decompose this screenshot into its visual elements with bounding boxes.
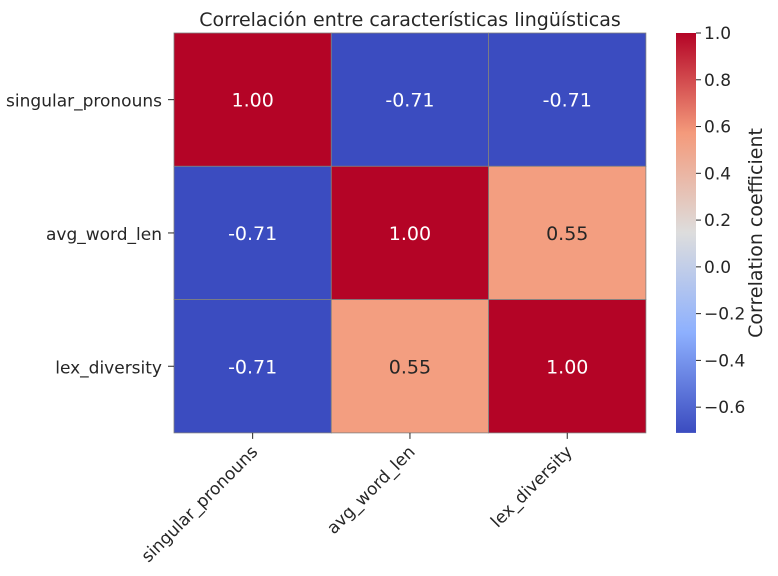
colorbar-tick-label: −0.2 bbox=[704, 305, 745, 325]
cell-value-label: 0.55 bbox=[546, 223, 588, 245]
colorbar-tick-label: 1.0 bbox=[704, 24, 731, 44]
heatmap-cell bbox=[488, 32, 647, 167]
cell-value-label: -0.71 bbox=[228, 356, 277, 378]
heatmap-cell bbox=[173, 32, 332, 167]
colorbar-tick-label: 0.2 bbox=[704, 211, 731, 231]
column-tick-label: singular_pronouns bbox=[138, 442, 263, 567]
column-tick-label: avg_word_len bbox=[323, 442, 419, 538]
cell-value-label: -0.71 bbox=[228, 223, 277, 245]
colorbar: 1.0 0.8 0.6 0.4 0.2 0.0 −0.2 −0.4 −0.6 Correlati… bbox=[676, 24, 767, 433]
colorbar-gradient bbox=[676, 33, 696, 433]
column-labels: singular_pronouns avg_word_len lex_diversi… bbox=[138, 432, 577, 567]
row-tick-label: singular_pronouns bbox=[6, 92, 162, 112]
heatmap-cell bbox=[488, 165, 647, 301]
heatmap-cells: 1.00 -0.71 -0.71 -0.71 1.00 0.55 -0.71 0.55 1.00 bbox=[173, 32, 647, 434]
cell-value-label: 0.55 bbox=[389, 356, 431, 378]
row-tick-label: lex_diversity bbox=[55, 358, 162, 378]
row-labels: singular_pronouns avg_word_len lex_diversi… bbox=[6, 92, 174, 378]
colorbar-tick-label: 0.8 bbox=[704, 71, 731, 91]
heatmap-cell bbox=[173, 165, 332, 301]
cell-value-label: -0.71 bbox=[385, 90, 434, 112]
colorbar-tick-label: −0.6 bbox=[704, 398, 745, 418]
cell-value-label: -0.71 bbox=[543, 90, 592, 112]
cell-value-label: 1.00 bbox=[389, 223, 431, 245]
heatmap-cell bbox=[330, 299, 489, 434]
colorbar-tick-label: 0.6 bbox=[704, 118, 731, 138]
colorbar-tick-label: 0.4 bbox=[704, 164, 731, 184]
cell-value-label: 1.00 bbox=[231, 90, 273, 112]
colorbar-tick-label: −0.4 bbox=[704, 351, 745, 371]
heatmap-cell bbox=[330, 32, 489, 167]
heatmap-cell bbox=[330, 165, 489, 301]
colorbar-ticks: 1.0 0.8 0.6 0.4 0.2 0.0 −0.2 −0.4 −0.6 bbox=[696, 24, 745, 418]
colorbar-label: Correlation coefficient bbox=[745, 128, 767, 338]
chart-title: Correlación entre características lingüí… bbox=[199, 9, 621, 31]
colorbar-tick-label: 0.0 bbox=[704, 258, 731, 278]
cell-value-label: 1.00 bbox=[546, 356, 588, 378]
heatmap-cell bbox=[173, 299, 332, 434]
row-tick-label: avg_word_len bbox=[46, 225, 162, 245]
column-tick-label: lex_diversity bbox=[487, 442, 577, 532]
